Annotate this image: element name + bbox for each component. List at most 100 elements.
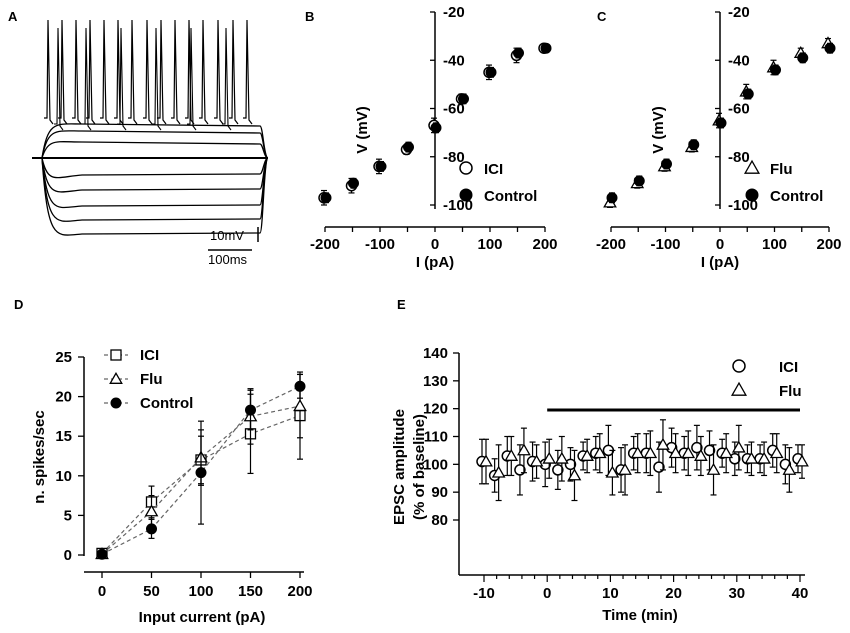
y-tick-label: 100 bbox=[423, 456, 448, 473]
action-potential bbox=[128, 19, 138, 125]
y-tick-label: 10 bbox=[55, 468, 72, 485]
action-potential bbox=[171, 19, 181, 125]
x-tick-label: 100 bbox=[762, 236, 787, 253]
hyperpolarizing-trace bbox=[32, 157, 269, 236]
action-potential bbox=[185, 19, 195, 125]
data-point bbox=[731, 440, 746, 453]
legend-marker-ici bbox=[732, 359, 746, 373]
data-point bbox=[592, 446, 607, 459]
data-point bbox=[517, 443, 531, 456]
data-point bbox=[348, 177, 359, 189]
data-point bbox=[744, 451, 759, 464]
y-tick-label: -20 bbox=[728, 4, 750, 21]
y-tick-label: 20 bbox=[55, 389, 72, 406]
data-point bbox=[742, 88, 754, 100]
data-point bbox=[245, 404, 256, 416]
series-line bbox=[101, 385, 301, 555]
data-point bbox=[618, 462, 632, 475]
legend-marker-control bbox=[745, 188, 759, 202]
depolarizing-trace bbox=[32, 141, 269, 159]
x-tick-label: 50 bbox=[143, 583, 160, 600]
y-tick-label: -20 bbox=[443, 4, 465, 21]
series-control bbox=[320, 42, 552, 204]
data-point bbox=[567, 468, 582, 481]
x-axis-title: Time (min) bbox=[602, 607, 678, 624]
data-point bbox=[797, 52, 809, 64]
action-potential bbox=[143, 19, 153, 125]
scale-label-voltage: 10mV bbox=[210, 228, 244, 243]
data-point bbox=[715, 117, 727, 129]
x-tick-label: -100 bbox=[365, 236, 395, 253]
legend-marker-flu bbox=[743, 159, 761, 174]
data-point bbox=[643, 446, 658, 459]
data-point bbox=[403, 141, 414, 153]
legend-label-ici: ICI bbox=[140, 347, 159, 364]
legend-label-control: Control bbox=[484, 188, 537, 205]
y-tick-label: 140 bbox=[423, 345, 448, 362]
y-tick-label: 0 bbox=[64, 547, 72, 564]
data-point bbox=[564, 458, 577, 471]
data-point bbox=[554, 451, 569, 464]
action-potential bbox=[82, 27, 92, 131]
data-point bbox=[479, 454, 493, 467]
data-point bbox=[630, 446, 645, 459]
action-potential bbox=[117, 27, 127, 131]
data-point bbox=[824, 42, 836, 54]
legend-marker-control bbox=[459, 188, 473, 202]
data-point bbox=[691, 441, 703, 454]
action-potential bbox=[199, 19, 209, 125]
depolarizing-trace bbox=[32, 130, 269, 159]
data-point bbox=[795, 454, 809, 467]
legend-marker-control bbox=[110, 397, 122, 409]
legend-label-control: Control bbox=[140, 395, 193, 412]
action-potential bbox=[152, 27, 162, 131]
data-point bbox=[706, 462, 721, 475]
y-axis-title: n. spikes/sec bbox=[31, 410, 48, 503]
x-tick-label: -100 bbox=[650, 236, 680, 253]
legend-label-flu: Flu bbox=[770, 161, 793, 178]
panel-label-c: C bbox=[597, 9, 607, 24]
legend-marker-ici bbox=[459, 161, 473, 175]
data-point bbox=[146, 523, 157, 535]
hyperpolarizing-trace bbox=[32, 157, 269, 209]
x-axis-title: Input current (pA) bbox=[139, 609, 266, 626]
y-tick-label: 15 bbox=[55, 428, 72, 445]
data-point bbox=[769, 446, 784, 459]
data-point bbox=[542, 451, 557, 464]
action-potential bbox=[222, 27, 232, 131]
data-point bbox=[661, 158, 672, 170]
action-potential bbox=[157, 19, 167, 125]
x-axis-title: I (pA) bbox=[701, 254, 739, 271]
y-tick-label: -60 bbox=[728, 101, 750, 118]
x-tick-label: 0 bbox=[543, 585, 551, 602]
data-point bbox=[513, 47, 524, 59]
data-point bbox=[703, 444, 716, 457]
action-potential bbox=[187, 27, 197, 131]
action-potential bbox=[229, 19, 239, 125]
panel-a: 10mV 100ms bbox=[32, 19, 269, 267]
data-point bbox=[606, 192, 618, 204]
x-tick-label: 150 bbox=[238, 583, 263, 600]
depolarizing-trace bbox=[32, 123, 269, 159]
series-control bbox=[606, 42, 836, 204]
data-point bbox=[633, 175, 645, 187]
data-point bbox=[605, 465, 620, 478]
data-point bbox=[529, 454, 544, 467]
x-tick-label: 100 bbox=[477, 236, 502, 253]
legend-label-ici: ICI bbox=[484, 161, 503, 178]
x-tick-label: 0 bbox=[98, 583, 106, 600]
panel-d: 0 5 10 15 20 25 0 50 100 150 200 Input current (pA)… bbox=[31, 347, 313, 626]
y-tick-label: 25 bbox=[55, 349, 72, 366]
y-tick-label: -40 bbox=[728, 52, 750, 69]
y-tick-label: 130 bbox=[423, 373, 448, 390]
x-tick-label: -200 bbox=[310, 236, 340, 253]
series-line bbox=[101, 405, 301, 555]
data-point bbox=[144, 504, 159, 517]
data-point bbox=[580, 448, 594, 461]
panel-label-b: B bbox=[305, 9, 314, 24]
y-tick-label: 5 bbox=[64, 507, 72, 524]
legend-marker-ici bbox=[110, 349, 122, 361]
action-potential bbox=[44, 19, 54, 125]
